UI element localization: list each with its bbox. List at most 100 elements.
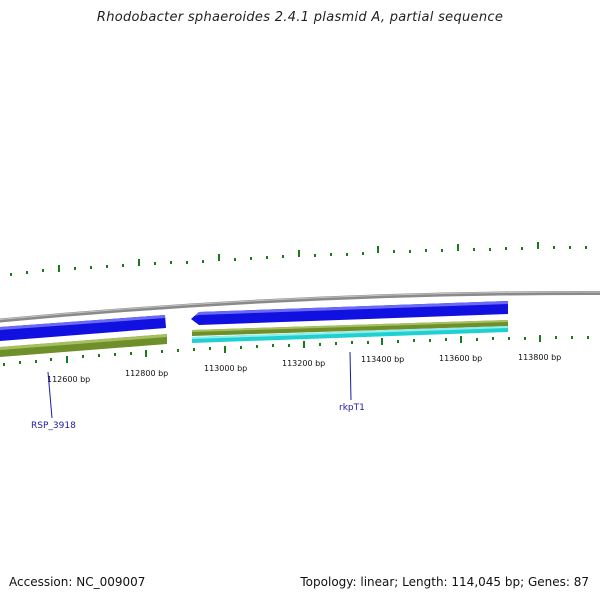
tick-mark (473, 248, 475, 251)
axis-label-113000: 113000 bp (204, 364, 247, 373)
map-title: Rhodobacter sphaeroides 2.4.1 plasmid A,… (96, 10, 504, 25)
tick-mark (138, 259, 140, 266)
tick-mark (90, 266, 92, 269)
tick-mark (234, 258, 236, 261)
gene-label-leader-rkpt1 (349, 351, 352, 401)
tick-mark (492, 337, 494, 340)
tick-mark (250, 257, 252, 260)
tick-mark (98, 354, 100, 357)
tick-mark (266, 256, 268, 259)
axis-label-113800: 113800 bp (518, 353, 561, 362)
tick-mark (460, 336, 462, 343)
tick-mark (571, 336, 573, 339)
sequence-backbone (0, 290, 600, 323)
tick-mark (569, 246, 571, 249)
tick-mark (298, 250, 300, 257)
tick-mark (10, 273, 12, 276)
tick-mark (330, 253, 332, 256)
cds-feature-cyan-highlight (192, 326, 508, 339)
tick-mark (218, 254, 220, 261)
tick-mark (130, 352, 132, 355)
tick-mark (202, 260, 204, 263)
axis-label-112800: 112800 bp (125, 369, 168, 378)
axis-label-112600: 112600 bp (47, 375, 90, 384)
tick-mark (224, 346, 226, 353)
tick-mark (288, 344, 290, 347)
tick-mark (346, 253, 348, 256)
tick-mark (314, 254, 316, 257)
axis-label-113400: 113400 bp (361, 355, 404, 364)
tick-mark (303, 341, 305, 348)
tick-mark (409, 250, 411, 253)
tick-mark (537, 242, 539, 249)
tick-mark (555, 336, 557, 339)
tick-mark (521, 247, 523, 250)
tick-mark (377, 246, 379, 253)
gene-label-rkpt1[interactable]: rkpT1 (339, 403, 365, 413)
tick-mark (476, 338, 478, 341)
tick-mark (335, 342, 337, 345)
tick-mark (209, 347, 211, 350)
tick-mark (114, 353, 116, 356)
gene-feature-left-highlight (0, 334, 167, 350)
tick-mark (256, 345, 258, 348)
tick-mark (524, 337, 526, 340)
tick-mark (193, 348, 195, 351)
gene-label-rsp3918[interactable]: RSP_3918 (31, 421, 76, 431)
topology-summary-text: Topology: linear; Length: 114,045 bp; Ge… (300, 575, 589, 589)
tick-mark (587, 336, 589, 339)
cds-feature-left[interactable] (0, 315, 166, 341)
tick-mark (425, 249, 427, 252)
tick-mark (429, 339, 431, 342)
tick-mark (145, 350, 147, 357)
tick-mark (489, 248, 491, 251)
axis-label-113600: 113600 bp (439, 354, 482, 363)
tick-mark (381, 338, 383, 345)
tick-mark (161, 350, 163, 353)
tick-mark (319, 343, 321, 346)
tick-mark (505, 247, 507, 250)
tick-mark (282, 255, 284, 258)
tick-mark (445, 338, 447, 341)
tick-mark (351, 341, 353, 344)
tick-mark (393, 250, 395, 253)
tick-mark (553, 246, 555, 249)
upper-tick-row (10, 242, 587, 276)
tick-mark (19, 361, 21, 364)
tick-mark (154, 262, 156, 265)
tick-mark (122, 264, 124, 267)
tick-mark (170, 261, 172, 264)
tick-mark (457, 244, 459, 251)
tick-mark (539, 335, 541, 342)
tick-mark (50, 358, 52, 361)
tick-mark (397, 340, 399, 343)
tick-mark (82, 355, 84, 358)
tick-mark (42, 269, 44, 272)
tick-mark (362, 252, 364, 255)
cds-feature-right-highlight (195, 301, 508, 316)
lower-tick-row (3, 335, 589, 366)
tick-mark (58, 265, 60, 272)
gene-label-leader-rsp3918 (47, 371, 53, 419)
tick-mark (367, 341, 369, 344)
tick-mark (26, 271, 28, 274)
tick-mark (413, 339, 415, 342)
axis-label-113200: 113200 bp (282, 359, 325, 368)
tick-mark (177, 349, 179, 352)
tick-mark (35, 360, 37, 363)
accession-text: Accession: NC_009007 (9, 575, 146, 589)
tick-mark (186, 261, 188, 264)
tick-mark (106, 265, 108, 268)
tick-mark (585, 246, 587, 249)
tick-mark (441, 249, 443, 252)
sequence-backbone-highlight (0, 291, 600, 321)
tick-mark (74, 267, 76, 270)
tick-mark (3, 363, 5, 366)
tick-mark (66, 356, 68, 363)
cds-feature-right[interactable] (191, 301, 508, 325)
gene-feature-right-highlight (192, 320, 508, 332)
cds-feature-left-highlight (0, 315, 165, 330)
tick-mark (272, 344, 274, 347)
tick-mark (240, 346, 242, 349)
